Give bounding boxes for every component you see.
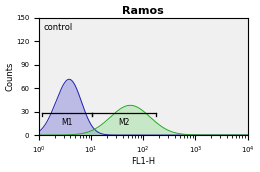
X-axis label: FL1-H: FL1-H (131, 157, 155, 166)
Text: M2: M2 (119, 118, 130, 127)
Text: control: control (43, 23, 73, 32)
Text: M1: M1 (61, 118, 73, 127)
Y-axis label: Counts: Counts (5, 62, 15, 91)
Title: Ramos: Ramos (122, 6, 164, 15)
